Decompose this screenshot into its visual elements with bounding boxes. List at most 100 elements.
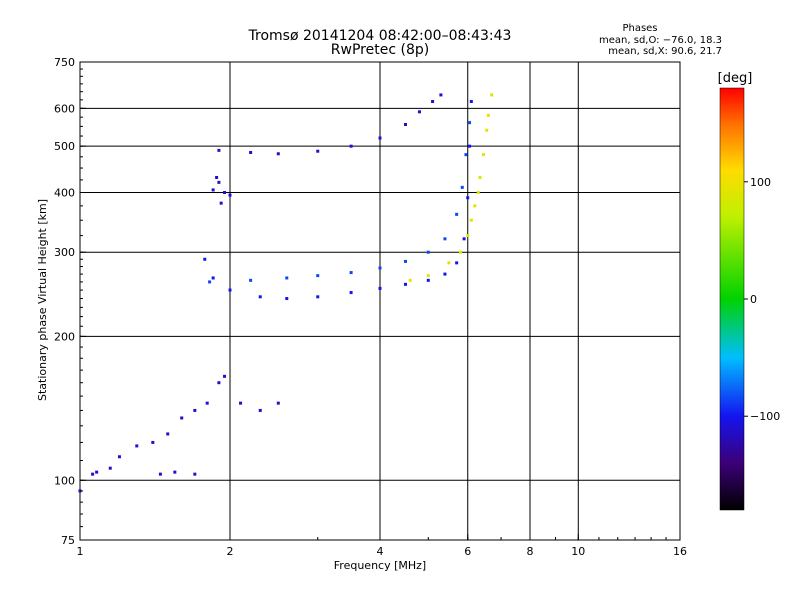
- data-point: [476, 190, 480, 194]
- data-point: [439, 93, 443, 97]
- data-point: [285, 276, 289, 280]
- phase-o-stats: mean, sd,O: −76.0, 18.3: [599, 35, 722, 46]
- phase-title: Phases: [622, 23, 657, 34]
- colorbar-label: [deg]: [718, 71, 753, 86]
- x-tick-label: 4: [377, 545, 384, 558]
- data-point: [208, 280, 212, 284]
- data-point: [403, 259, 407, 263]
- x-tick-label: 10: [571, 545, 585, 558]
- data-point: [458, 250, 462, 254]
- data-point: [431, 100, 435, 104]
- data-point: [462, 237, 466, 241]
- data-point: [486, 113, 490, 117]
- data-point: [166, 432, 170, 436]
- data-point: [223, 374, 227, 378]
- data-point: [205, 401, 209, 405]
- y-tick-label: 750: [54, 56, 75, 69]
- data-point: [316, 295, 320, 299]
- data-point: [447, 261, 451, 265]
- data-point: [316, 149, 320, 153]
- data-point: [485, 128, 489, 132]
- y-axis-label: Stationary phase Virtual Height [km]: [36, 199, 49, 401]
- data-point: [443, 237, 447, 241]
- data-point: [117, 455, 121, 459]
- data-point: [481, 153, 485, 157]
- y-tick-label: 300: [54, 246, 75, 259]
- x-tick-label: 16: [673, 545, 687, 558]
- data-point: [469, 218, 473, 222]
- data-point: [215, 175, 219, 179]
- data-point: [151, 440, 155, 444]
- data-point: [478, 175, 482, 179]
- colorbar-tick-label: −100: [750, 410, 780, 423]
- data-point: [193, 408, 197, 412]
- x-tick-label: 1: [77, 545, 84, 558]
- y-tick-label: 500: [54, 140, 75, 153]
- data-point: [466, 234, 470, 238]
- data-point: [464, 153, 468, 157]
- y-tick-label: 200: [54, 330, 75, 343]
- grid-lines: [80, 62, 680, 540]
- x-tick-label: 6: [464, 545, 471, 558]
- x-tick-label: 2: [227, 545, 234, 558]
- data-point: [490, 93, 494, 97]
- colorbar-tick-label: 0: [750, 293, 757, 306]
- data-point: [211, 276, 215, 280]
- data-point: [468, 144, 472, 148]
- data-point: [95, 470, 99, 474]
- x-axis-label: Frequency [MHz]: [334, 559, 426, 572]
- data-point: [378, 136, 382, 140]
- data-point: [455, 212, 459, 216]
- data-point: [349, 271, 353, 275]
- data-point: [211, 188, 215, 192]
- data-point: [258, 408, 262, 412]
- chart-title-line1: Tromsø 20141204 08:42:00–08:43:43: [248, 28, 512, 44]
- data-point: [469, 100, 473, 104]
- y-tick-label: 100: [54, 474, 75, 487]
- data-point: [249, 150, 253, 154]
- data-point: [173, 470, 177, 474]
- data-point: [426, 274, 430, 278]
- data-point: [193, 472, 197, 476]
- data-point: [443, 272, 447, 276]
- data-point: [349, 291, 353, 295]
- data-point: [249, 278, 253, 282]
- x-tick-label: 8: [527, 545, 534, 558]
- data-point: [408, 278, 412, 282]
- chart-title-line2: RwPretec (8p): [331, 42, 429, 58]
- phase-colorbar: −100 0 100: [719, 87, 780, 511]
- data-point: [180, 416, 184, 420]
- data-point: [378, 266, 382, 270]
- data-point: [228, 288, 232, 292]
- data-point: [223, 190, 227, 194]
- colorbar-rect: [719, 87, 745, 511]
- data-point: [426, 250, 430, 254]
- data-point: [158, 472, 162, 476]
- colorbar-tick-label: 100: [750, 176, 771, 189]
- data-point: [349, 144, 353, 148]
- data-point: [403, 282, 407, 286]
- phase-x-stats: mean, sd,X: 90.6, 21.7: [608, 46, 722, 57]
- data-points: [78, 93, 494, 493]
- data-point: [217, 381, 221, 385]
- data-point: [473, 204, 477, 208]
- data-point: [417, 110, 421, 114]
- data-point: [258, 295, 262, 299]
- data-point: [217, 148, 221, 152]
- data-point: [203, 257, 207, 261]
- data-point: [108, 466, 112, 470]
- data-point: [276, 401, 280, 405]
- data-point: [91, 472, 95, 476]
- data-point: [276, 152, 280, 156]
- y-tick-label: 400: [54, 186, 75, 199]
- data-point: [217, 180, 221, 184]
- data-point: [219, 201, 223, 205]
- data-point: [316, 274, 320, 278]
- data-point: [285, 297, 289, 301]
- data-point: [460, 185, 464, 189]
- axis-ticks: 1 2 4 6 8 10 16 75 100 200 300 400 500 600 750: [54, 56, 687, 558]
- y-tick-label: 75: [61, 534, 75, 547]
- data-point: [135, 444, 139, 448]
- data-point: [403, 123, 407, 127]
